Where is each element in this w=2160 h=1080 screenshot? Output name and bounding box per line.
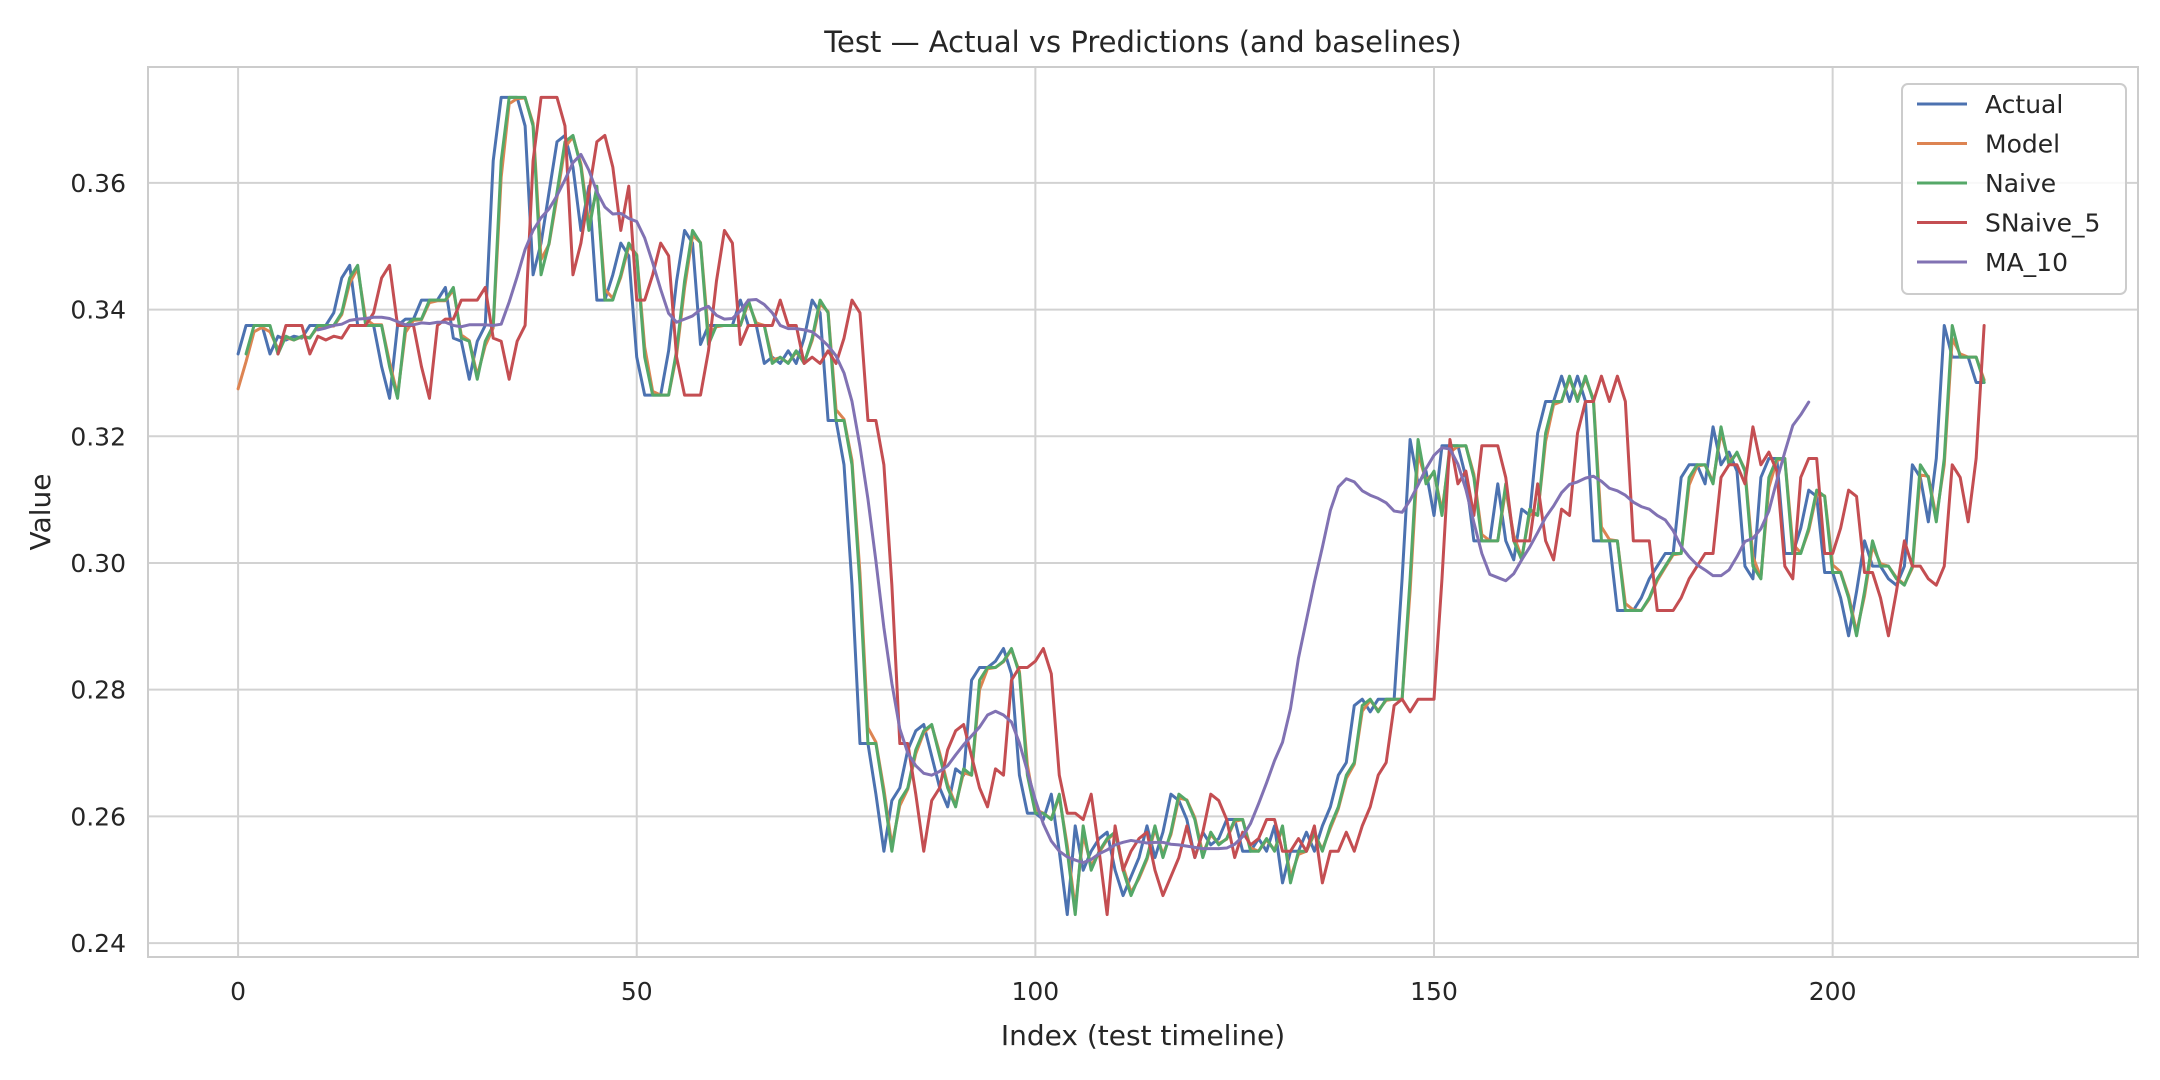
legend-box [1901, 83, 2127, 295]
x-axis-label: Index (test timeline) [1001, 1019, 1285, 1052]
series-line-naive [244, 95, 1986, 917]
x-tick-label: 100 [1012, 977, 1060, 1006]
series-line-actual [236, 95, 1986, 917]
x-tick-label: 200 [1809, 977, 1857, 1006]
y-tick-label: 0.24 [70, 929, 126, 958]
y-tick-label: 0.28 [70, 676, 126, 705]
series-line-model [236, 96, 1986, 910]
legend-item: Actual [1917, 90, 2063, 119]
x-tick-label: 50 [621, 977, 653, 1006]
series-line-snaive-5 [276, 95, 1986, 917]
legend: Actual Model Naive SNaive_5 MA_10 [1901, 83, 2127, 295]
x-tick-label: 0 [230, 977, 246, 1006]
y-tick-label: 0.26 [70, 802, 126, 831]
legend-label: MA_10 [1985, 248, 2068, 277]
y-tick-label: 0.32 [70, 422, 126, 451]
plot-series [236, 95, 1986, 917]
x-axis-ticks: 0 50 100 150 200 [230, 977, 1856, 1006]
legend-items: Actual Model Naive SNaive_5 MA_10 [1917, 90, 2100, 277]
legend-label: Actual [1985, 90, 2063, 119]
x-tick-label: 150 [1410, 977, 1458, 1006]
grid-lines [148, 67, 2138, 957]
series-line-ma-10 [316, 152, 1811, 865]
y-tick-label: 0.34 [70, 296, 126, 325]
legend-label: SNaive_5 [1985, 209, 2100, 238]
y-tick-label: 0.30 [70, 549, 126, 578]
legend-label: Naive [1985, 169, 2056, 198]
y-axis-ticks: 0.24 0.26 0.28 0.30 0.32 0.34 0.36 [70, 169, 126, 958]
legend-item: SNaive_5 [1917, 209, 2100, 238]
legend-item: MA_10 [1917, 248, 2068, 277]
plot-frame [147, 66, 2139, 958]
y-axis-label: Value [24, 474, 57, 551]
y-tick-label: 0.36 [70, 169, 126, 198]
chart-title: Test — Actual vs Predictions (and baseli… [823, 25, 1461, 59]
legend-item: Model [1917, 130, 2060, 159]
legend-item: Naive [1917, 169, 2056, 198]
legend-label: Model [1985, 130, 2060, 159]
